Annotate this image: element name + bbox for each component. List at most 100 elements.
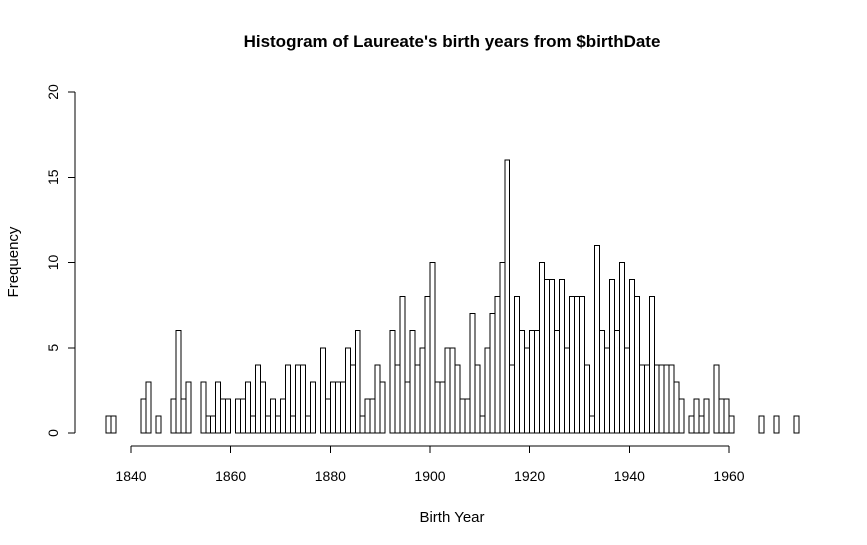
histogram-bar: [260, 381, 267, 434]
histogram-bar: [598, 330, 605, 434]
histogram-bar: [449, 347, 456, 434]
histogram-bar: [275, 415, 281, 434]
histogram-bar: [374, 364, 381, 434]
histogram-bar: [698, 415, 705, 434]
histogram-bar: [544, 279, 551, 434]
y-tick-label: 0: [45, 429, 61, 437]
histogram-bar: [205, 415, 212, 434]
histogram-bar: [668, 364, 675, 434]
histogram-bar: [429, 262, 436, 434]
y-tick-label: 10: [45, 255, 61, 271]
histogram-bar: [250, 415, 257, 434]
histogram-bar: [489, 313, 496, 434]
histogram-bar: [220, 398, 227, 434]
histogram-bar: [454, 364, 461, 434]
histogram-bar: [270, 398, 277, 434]
histogram-bar: [344, 347, 351, 434]
histogram-bar: [414, 364, 421, 434]
histogram-bar: [359, 415, 366, 434]
x-tick-label: 1840: [115, 468, 146, 484]
histogram-bar: [200, 381, 207, 434]
histogram-bar: [504, 159, 511, 434]
histogram-bar: [758, 415, 765, 434]
x-tick-label: 1920: [514, 468, 545, 484]
histogram-bar: [559, 279, 566, 434]
histogram-bar: [723, 398, 730, 434]
histogram-bar: [434, 381, 441, 434]
histogram-bar: [703, 398, 710, 434]
histogram-bar: [653, 364, 660, 434]
histogram-bar: [469, 313, 476, 434]
histogram-bar: [539, 262, 546, 434]
histogram-bar: [613, 330, 620, 434]
histogram-bar: [484, 347, 491, 434]
histogram-bar: [588, 415, 595, 434]
histogram-bar: [663, 364, 670, 434]
histogram-bar: [514, 296, 521, 434]
bars-group: [105, 159, 800, 434]
histogram-bar: [499, 262, 506, 434]
histogram-bar: [549, 279, 556, 434]
histogram-bar: [509, 364, 516, 434]
histogram-bar: [773, 415, 780, 434]
histogram-bar: [474, 364, 481, 434]
histogram-bar: [364, 398, 371, 434]
histogram-bar: [728, 415, 735, 434]
histogram-bar: [240, 398, 247, 434]
histogram-bar: [140, 398, 147, 434]
histogram-bar: [354, 330, 361, 434]
histogram-bar: [579, 296, 585, 434]
y-axis-label: Frequency: [5, 226, 22, 297]
histogram-bar: [409, 330, 416, 434]
histogram-bar: [185, 381, 192, 434]
y-axis: 0 5 10 15 20: [45, 84, 76, 437]
histogram-bar: [304, 415, 311, 434]
histogram-bar: [713, 364, 720, 434]
histogram-bar: [678, 398, 685, 434]
histogram-bar: [574, 296, 580, 434]
histogram-bar: [424, 296, 431, 434]
histogram-bar: [225, 398, 232, 434]
histogram-bar: [299, 364, 306, 434]
histogram-bar: [643, 364, 650, 434]
histogram-bar: [608, 279, 615, 434]
histogram-bar: [688, 415, 695, 434]
histogram-bar: [618, 262, 625, 434]
histogram-bar: [294, 364, 301, 434]
histogram-bar: [155, 415, 162, 434]
histogram-bar: [180, 398, 187, 434]
histogram-bar: [245, 381, 252, 434]
histogram-bar: [524, 347, 531, 434]
histogram-bar: [628, 279, 635, 434]
histogram-bar: [439, 381, 446, 434]
x-tick-label: 1900: [414, 468, 445, 484]
histogram-bar: [638, 364, 645, 434]
histogram-bar: [105, 415, 112, 434]
histogram-bar: [459, 398, 466, 434]
x-axis-label: Birth Year: [419, 509, 484, 526]
histogram-bar: [534, 330, 541, 434]
histogram-bar: [529, 330, 536, 434]
histogram-bar: [554, 330, 561, 434]
x-tick-label: 1960: [713, 468, 744, 484]
histogram-bar: [210, 415, 217, 434]
histogram-bar: [519, 330, 526, 434]
histogram-bar: [170, 398, 177, 434]
x-tick-label: 1860: [215, 468, 246, 484]
histogram-bar: [145, 381, 152, 434]
histogram-bar: [255, 364, 262, 434]
histogram-bar: [349, 364, 356, 434]
histogram-bar: [265, 415, 272, 434]
histogram-bar: [494, 296, 501, 434]
histogram-bar: [289, 415, 296, 434]
histogram-bar: [110, 415, 117, 434]
histogram-bar: [309, 381, 316, 434]
chart-title: Histogram of Laureate's birth years from…: [244, 32, 661, 51]
histogram-bar: [583, 364, 590, 434]
histogram-bar: [718, 398, 725, 434]
histogram-bar: [319, 347, 326, 434]
histogram-bar: [419, 347, 426, 434]
x-axis: 1840 1860 1880 1900 1920 1940 1960: [115, 445, 745, 484]
histogram-bar: [280, 398, 286, 434]
x-tick-label: 1880: [315, 468, 346, 484]
